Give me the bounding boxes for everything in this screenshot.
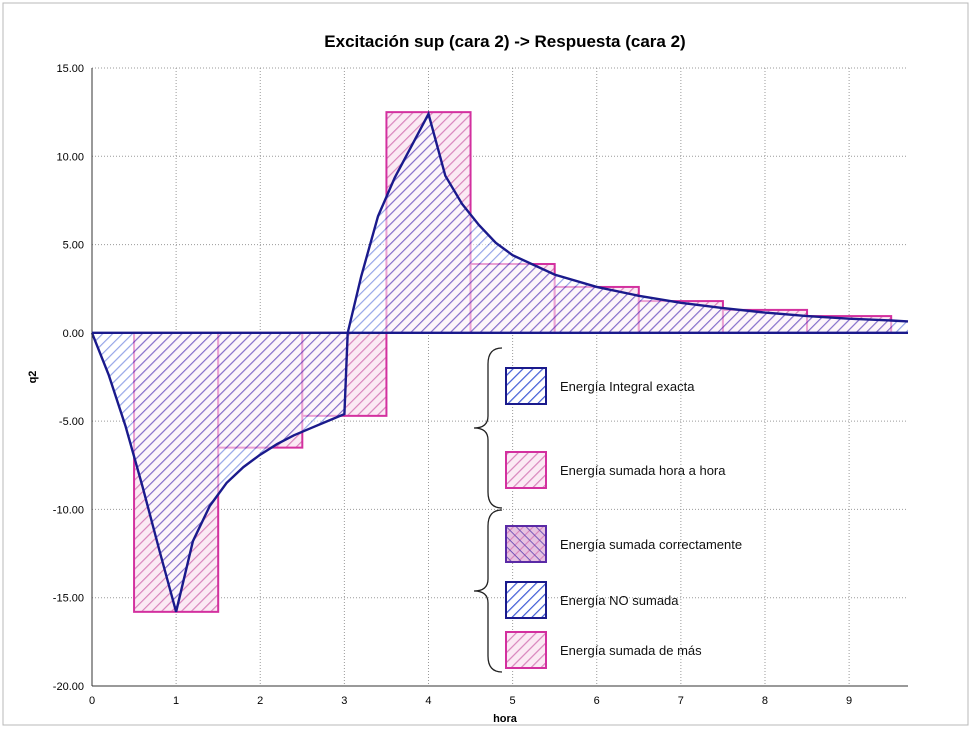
- x-tick-label: 3: [341, 695, 347, 707]
- x-tick-label: 9: [846, 695, 852, 707]
- legend-brace: [473, 509, 503, 673]
- curve-series-layer: [90, 110, 909, 613]
- legend-brace: [473, 347, 503, 509]
- x-tick-label: 7: [678, 695, 684, 707]
- curve-area: [92, 113, 908, 612]
- legend-swatch: [505, 367, 547, 405]
- x-tick-label: 1: [173, 695, 179, 707]
- y-tick-label: -5.00: [59, 416, 84, 428]
- y-axis-label: q2: [27, 371, 39, 384]
- x-axis-label: hora: [493, 713, 518, 725]
- legend-swatch: [505, 525, 547, 563]
- y-tick-label: 0.00: [63, 328, 84, 340]
- x-tick-label: 4: [425, 695, 431, 707]
- y-tick-label: -20.00: [53, 681, 84, 693]
- x-tick-label: 5: [510, 695, 516, 707]
- legend-label: Energía Integral exacta: [560, 379, 695, 394]
- y-tick-label: 10.00: [56, 151, 84, 163]
- x-tick-label: 8: [762, 695, 768, 707]
- legend-label: Energía sumada correctamente: [560, 537, 742, 552]
- y-tick-label: 5.00: [63, 240, 84, 252]
- y-tick-label: -10.00: [53, 504, 84, 516]
- legend-swatch: [505, 581, 547, 619]
- x-tick-label: 6: [594, 695, 600, 707]
- y-tick-label: 15.00: [56, 63, 84, 75]
- x-tick-label: 0: [89, 695, 95, 707]
- chart-title: Excitación sup (cara 2) -> Respuesta (ca…: [324, 32, 685, 51]
- legend-swatch: [505, 451, 547, 489]
- legend-label: Energía sumada de más: [560, 643, 702, 658]
- axes: [91, 68, 908, 687]
- legend: Energía Integral exacta Energía sumada ho…: [473, 347, 742, 673]
- legend-label: Energía sumada hora a hora: [560, 463, 726, 478]
- legend-swatch: [505, 631, 547, 669]
- tick-labels: 0 1 2 3 4 5 6 7 8 9 15.00 10.00 5.00 0.00 -5.00 -10.00 -…: [53, 63, 852, 707]
- y-tick-label: -15.00: [53, 593, 84, 605]
- curve-line: [90, 110, 909, 613]
- x-tick-label: 2: [257, 695, 263, 707]
- legend-label: Energía NO sumada: [560, 593, 679, 608]
